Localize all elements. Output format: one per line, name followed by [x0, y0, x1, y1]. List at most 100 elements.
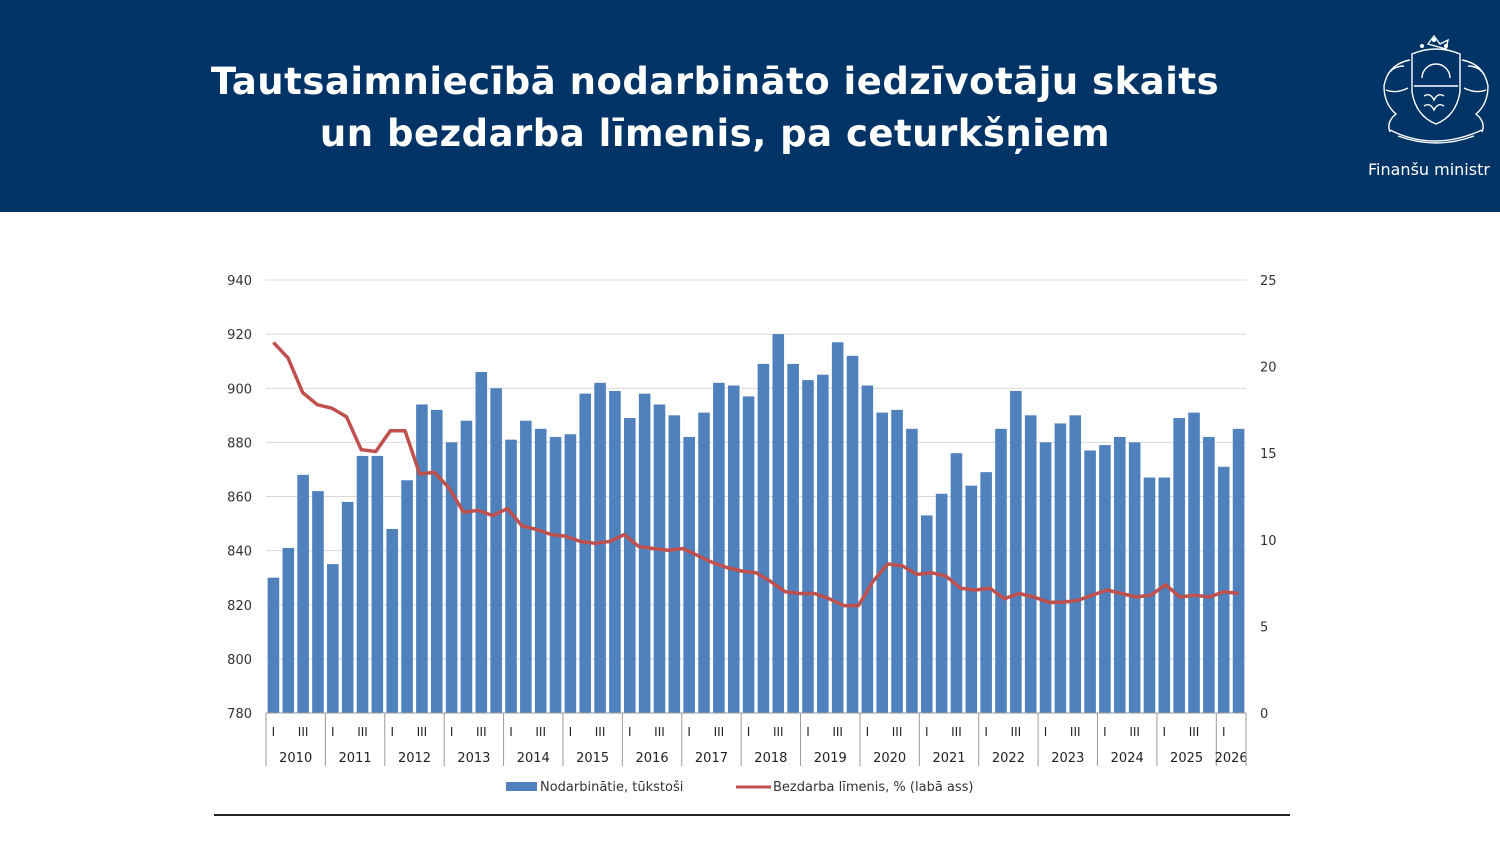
left-tick-label: 920: [227, 328, 252, 343]
quarter-label: III: [773, 725, 784, 739]
ministry-name: Finanšu ministr: [1368, 160, 1490, 179]
quarter-label: III: [476, 725, 487, 739]
bar: [327, 564, 339, 713]
bar: [490, 388, 502, 713]
quarter-label: I: [1222, 725, 1226, 739]
bar: [401, 480, 413, 713]
quarter-label: I: [509, 725, 513, 739]
quarter-label: I: [925, 725, 929, 739]
right-axis-ticks: 0 5 10 15 20 25: [1260, 274, 1277, 722]
title-line-1: Tautsaimniecībā nodarbināto iedzīvotāju …: [210, 60, 1220, 103]
year-label: 2026: [1215, 751, 1248, 766]
left-tick-label: 860: [227, 491, 252, 506]
left-axis-ticks: 780 800 820 840 860 880 900 920 940: [227, 274, 252, 722]
year-label: 2013: [457, 751, 490, 766]
bar: [995, 428, 1007, 713]
quarter-label: III: [535, 725, 546, 739]
bar: [802, 380, 814, 713]
bar: [876, 412, 889, 713]
quarter-label: III: [1129, 725, 1140, 739]
year-label: 2016: [636, 751, 669, 766]
bar: [757, 363, 770, 713]
left-tick-label: 780: [227, 707, 252, 722]
bar: [772, 334, 785, 713]
right-tick-label: 5: [1260, 620, 1268, 635]
bar: [935, 493, 948, 713]
bar: [1173, 418, 1185, 713]
bar: [742, 396, 755, 713]
bar: [1054, 423, 1067, 713]
left-tick-label: 940: [227, 274, 252, 289]
bar: [341, 501, 354, 713]
quarter-label: I: [1044, 725, 1048, 739]
right-tick-label: 0: [1260, 707, 1268, 722]
left-tick-label: 880: [227, 436, 252, 451]
bar: [1084, 450, 1096, 713]
bar: [1069, 415, 1082, 713]
quarter-label: I: [747, 725, 751, 739]
quarter-label: III: [951, 725, 962, 739]
bar: [1158, 477, 1171, 713]
legend: Nodarbinātie, tūkstoši Bezdarba līmenis,…: [506, 780, 974, 795]
year-label: 2021: [932, 751, 965, 766]
bar: [861, 385, 874, 713]
bar: [817, 374, 829, 713]
quarter-label: III: [1070, 725, 1081, 739]
legend-label-unemployment: Bezdarba līmenis, % (labā ass): [773, 780, 974, 795]
bar: [891, 409, 903, 713]
bar: [549, 436, 562, 713]
left-tick-label: 820: [227, 599, 252, 614]
year-label: 2023: [1051, 751, 1084, 766]
quarter-label: I: [628, 725, 632, 739]
year-label: 2012: [398, 751, 431, 766]
quarter-label: I: [390, 725, 394, 739]
bar: [534, 428, 547, 713]
year-label: 2020: [873, 751, 906, 766]
quarter-label: III: [714, 725, 725, 739]
bar: [1024, 415, 1037, 713]
bar: [1128, 442, 1141, 713]
bar: [1010, 390, 1022, 713]
quarter-label: III: [357, 725, 368, 739]
bar: [1039, 442, 1052, 713]
bar: [416, 404, 428, 713]
bar: [460, 420, 473, 713]
quarter-label: III: [1189, 725, 1200, 739]
right-tick-label: 15: [1260, 447, 1277, 462]
bar: [564, 434, 577, 713]
bar: [445, 442, 458, 713]
bar: [846, 355, 859, 713]
bar: [920, 515, 933, 713]
bar: [1099, 445, 1111, 713]
year-label: 2014: [517, 751, 550, 766]
year-label: 2019: [814, 751, 847, 766]
bar: [980, 472, 992, 713]
bar: [356, 455, 369, 713]
bar: [623, 418, 636, 713]
year-label: 2024: [1111, 751, 1144, 766]
unemployment-series-line: [272, 341, 1239, 608]
coat-of-arms-icon: [1383, 34, 1489, 144]
quarter-label: III: [298, 725, 309, 739]
bar: [1188, 412, 1200, 713]
bar: [297, 474, 309, 713]
left-tick-label: 840: [227, 545, 252, 560]
right-tick-label: 20: [1260, 361, 1277, 376]
quarter-label: III: [892, 725, 903, 739]
quarter-label: I: [687, 725, 691, 739]
legend-label-employed: Nodarbinātie, tūkstoši: [540, 780, 683, 795]
quarter-label: I: [806, 725, 810, 739]
bar: [609, 390, 621, 713]
quarter-label: III: [654, 725, 665, 739]
quarter-label: I: [866, 725, 870, 739]
bar: [965, 485, 978, 713]
bar: [1232, 428, 1245, 713]
ministry-logo: Finanšu ministr: [1368, 30, 1500, 190]
year-label: 2015: [576, 751, 609, 766]
right-tick-label: 25: [1260, 274, 1277, 289]
quarter-label: III: [595, 725, 606, 739]
bar: [430, 409, 443, 713]
year-label: 2017: [695, 751, 728, 766]
quarter-label: I: [272, 725, 276, 739]
